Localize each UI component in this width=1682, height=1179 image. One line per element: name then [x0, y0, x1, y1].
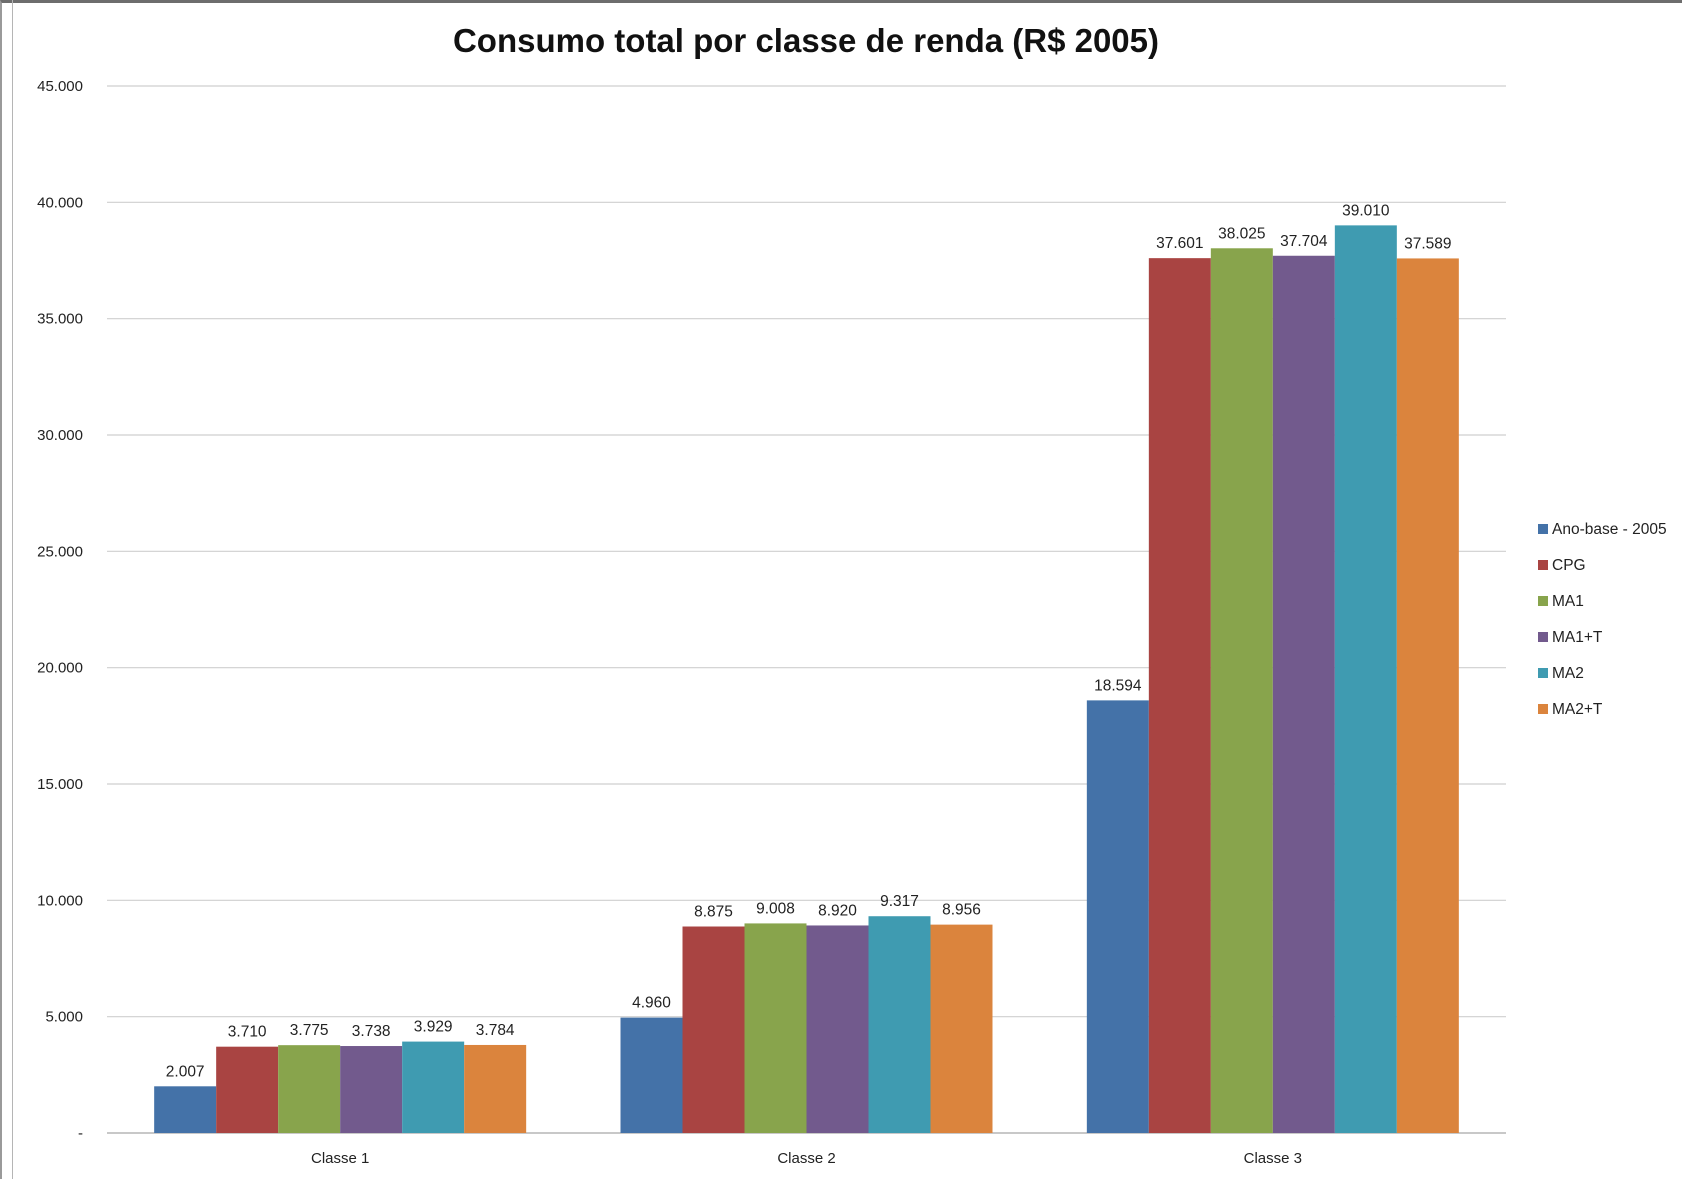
data-label: 37.589	[1404, 235, 1451, 252]
legend-label: Ano-base - 2005	[1552, 521, 1667, 538]
data-label: 3.784	[476, 1022, 515, 1039]
data-label: 8.920	[818, 902, 857, 919]
data-label: 3.738	[352, 1023, 391, 1040]
legend-label: MA1	[1552, 593, 1584, 610]
data-label: 38.025	[1218, 225, 1265, 242]
legend-label: MA1+T	[1552, 629, 1603, 646]
data-label: 37.704	[1280, 233, 1328, 250]
y-tick-label: 30.000	[37, 427, 83, 444]
bar-ma2-t-classe-1	[464, 1044, 527, 1133]
legend-label: CPG	[1552, 557, 1586, 574]
bar-cpg-classe-1	[216, 1046, 279, 1133]
bar-ma1-classe-2	[744, 923, 807, 1133]
legend-swatch	[1538, 560, 1548, 570]
y-tick-label: 25.000	[37, 543, 83, 560]
y-tick-label: 20.000	[37, 660, 83, 677]
y-tick-label: 5.000	[45, 1009, 83, 1026]
bar-ma1-t-classe-2	[806, 925, 869, 1133]
data-label: 3.775	[290, 1022, 329, 1039]
data-label: 8.956	[942, 902, 981, 919]
data-label: 4.960	[632, 995, 671, 1012]
bar-ano-base-2005-classe-1	[154, 1086, 217, 1133]
legend-swatch	[1538, 524, 1548, 534]
bar-ma1-classe-1	[278, 1045, 341, 1133]
bar-cpg-classe-2	[682, 926, 745, 1133]
category-label: Classe 1	[311, 1150, 369, 1167]
y-tick-label: 45.000	[37, 78, 83, 95]
bar-ma1-t-classe-1	[340, 1046, 403, 1133]
data-labels: 2.007 3.710 3.775 3.738 3.929 3.784 4.960 8.875…	[166, 202, 1452, 1080]
data-label: 2.007	[166, 1063, 205, 1080]
y-tick-label: 35.000	[37, 311, 83, 328]
bar-ma2-classe-1	[402, 1041, 465, 1133]
bar-ma1-t-classe-3	[1272, 255, 1335, 1133]
legend: Ano-base - 2005 CPG MA1 MA1+T MA2 MA2+T	[1538, 521, 1667, 718]
legend-label: MA2+T	[1552, 701, 1603, 718]
data-label: 9.317	[880, 893, 919, 910]
data-label: 39.010	[1342, 202, 1390, 219]
y-tick-label: 15.000	[37, 776, 83, 793]
chart-title: Consumo total por classe de renda (R$ 20…	[453, 22, 1159, 59]
legend-swatch	[1538, 596, 1548, 606]
legend-swatch	[1538, 632, 1548, 642]
data-label: 18.594	[1094, 677, 1142, 694]
bar-ma1-classe-3	[1210, 248, 1273, 1133]
bar-ma2-classe-3	[1334, 225, 1397, 1134]
frame-divider	[12, 0, 13, 1179]
category-labels: Classe 1 Classe 2 Classe 3	[311, 1150, 1302, 1167]
data-label: 37.601	[1156, 235, 1203, 252]
legend-label: MA2	[1552, 665, 1584, 682]
legend-swatch	[1538, 704, 1548, 714]
data-label: 3.929	[414, 1019, 453, 1036]
y-tick-label: 10.000	[37, 892, 83, 909]
y-tick-label: -	[78, 1125, 83, 1142]
y-tick-label: 40.000	[37, 194, 83, 211]
bar-ma2-t-classe-2	[930, 924, 993, 1133]
bar-ano-base-2005-classe-2	[620, 1017, 683, 1133]
bar-ma2-t-classe-3	[1396, 258, 1459, 1133]
bar-ma2-classe-2	[868, 916, 931, 1133]
category-label: Classe 3	[1244, 1150, 1302, 1167]
legend-swatch	[1538, 668, 1548, 678]
data-label: 8.875	[694, 904, 733, 921]
bar-series	[154, 225, 1459, 1134]
bar-cpg-classe-3	[1148, 258, 1211, 1134]
category-label: Classe 2	[777, 1150, 835, 1167]
data-label: 9.008	[756, 900, 795, 917]
data-label: 3.710	[228, 1024, 267, 1041]
bar-ano-base-2005-classe-3	[1086, 700, 1149, 1133]
y-axis-ticks: - 5.000 10.000 15.000 20.000 25.000 30.000 35.0…	[37, 78, 83, 1142]
